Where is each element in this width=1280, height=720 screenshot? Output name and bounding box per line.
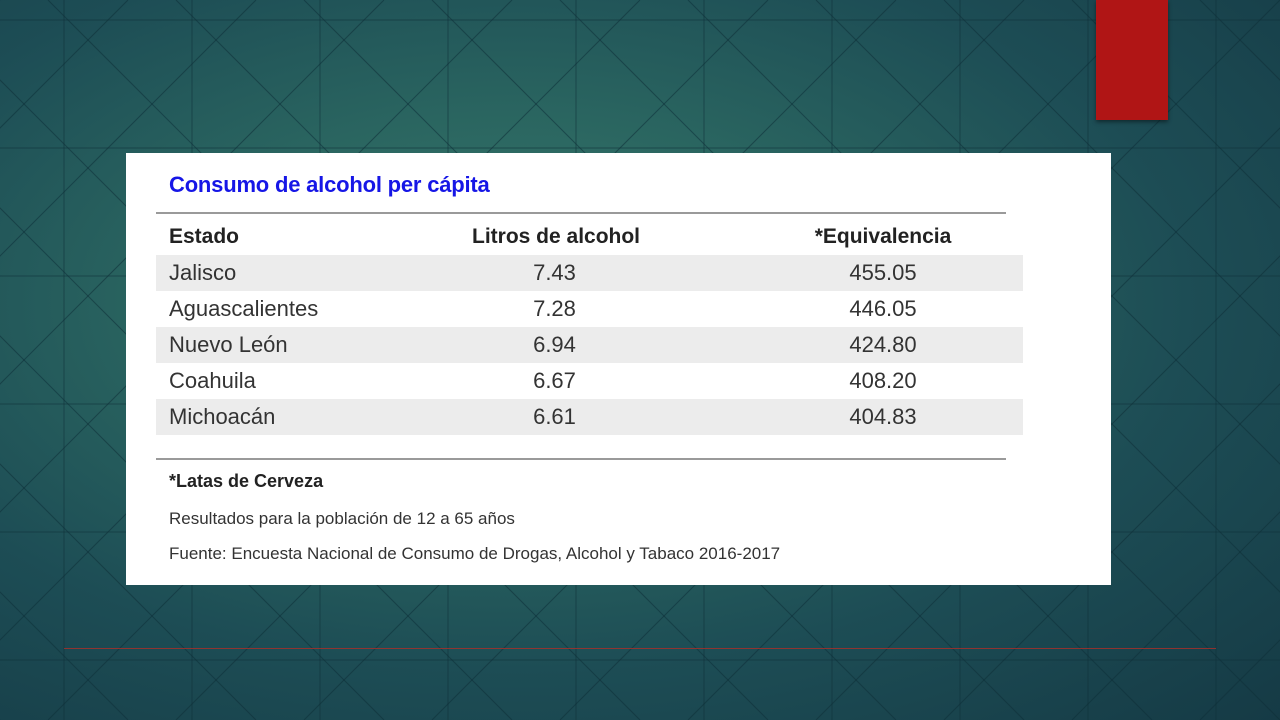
cell-equivalencia: 404.83	[849, 404, 917, 429]
table-row: Jalisco 7.43 455.05	[156, 255, 1023, 291]
red-divider-line	[64, 648, 1216, 649]
table-header-row: Estado Litros de alcohol *Equivalencia	[156, 219, 1023, 255]
cell-estado: Nuevo León	[169, 332, 288, 357]
table-title: Consumo de alcohol per cápita	[169, 172, 490, 197]
table-card: Consumo de alcohol per cápita Estado Lit…	[126, 153, 1111, 585]
table-row: Coahuila 6.67 408.20	[156, 363, 1023, 399]
table-row: Nuevo León 6.94 424.80	[156, 327, 1023, 363]
column-header-equivalencia: *Equivalencia	[814, 225, 952, 248]
footnote: *Latas de Cerveza	[169, 471, 324, 491]
cell-estado: Jalisco	[169, 260, 237, 285]
cell-litros: 6.94	[533, 332, 576, 357]
cell-litros: 6.67	[533, 368, 576, 393]
cell-equivalencia: 424.80	[849, 332, 917, 357]
population-note: Resultados para la población de 12 a 65 …	[169, 509, 515, 528]
cell-litros: 7.43	[533, 260, 576, 285]
table-row: Michoacán 6.61 404.83	[156, 399, 1023, 435]
cell-litros: 6.61	[533, 404, 576, 429]
cell-estado: Aguascalientes	[169, 296, 319, 321]
cell-litros: 7.28	[533, 296, 576, 321]
cell-estado: Coahuila	[169, 368, 256, 393]
cell-equivalencia: 446.05	[849, 296, 917, 321]
cell-equivalencia: 455.05	[849, 260, 917, 285]
column-header-litros: Litros de alcohol	[472, 225, 641, 248]
top-rule	[156, 212, 1006, 214]
data-table: Estado Litros de alcohol *Equivalencia J…	[156, 219, 1023, 435]
source-note: Fuente: Encuesta Nacional de Consumo de …	[169, 544, 781, 563]
table-row: Aguascalientes 7.28 446.05	[156, 291, 1023, 327]
cell-equivalencia: 408.20	[849, 368, 917, 393]
cell-estado: Michoacán	[169, 404, 276, 429]
column-header-estado: Estado	[169, 225, 240, 248]
bottom-rule	[156, 458, 1006, 460]
red-accent-tab	[1096, 0, 1168, 120]
